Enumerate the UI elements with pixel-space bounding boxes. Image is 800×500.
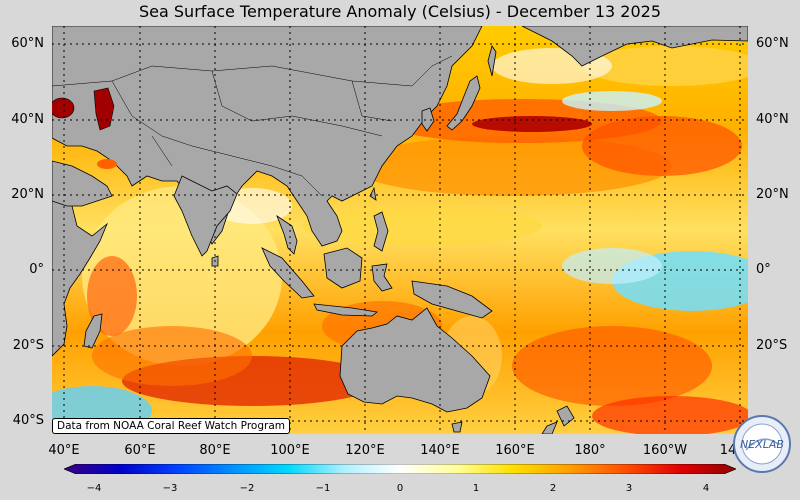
data-credit: Data from NOAA Coral Reef Watch Program [52,418,290,434]
lon-label: 180° [574,443,606,458]
colorbar-tick: 2 [549,483,557,494]
new-zealand-south [541,421,558,434]
logo-text: NEXLAB [740,438,784,451]
country-borders [52,55,453,197]
lat-label-right: 0° [756,262,771,277]
land-masses [52,26,748,434]
lat-label-right: 60°N [756,36,789,51]
sulawesi [371,263,393,292]
arabia [52,160,113,207]
japan [446,75,481,131]
lon-label: 80°E [199,443,231,458]
lon-label: 120°E [345,443,385,458]
colorbar-tick: 3 [625,483,633,494]
lon-label: 40°E [48,443,80,458]
colorbar-tick: 4 [702,483,710,494]
philippines [373,211,389,252]
australia [339,307,491,413]
taiwan [369,186,377,201]
new-guinea [411,280,493,319]
java [313,303,378,317]
colorbar-tick: 1 [472,483,480,494]
malay-peninsula [276,214,298,255]
lat-label-left: 40°N [11,112,44,127]
korea [421,107,435,132]
sst-anomaly-map [52,26,748,434]
map-canvas [52,26,748,434]
madagascar [83,313,103,349]
colorbar-tick: −4 [86,483,102,494]
colorbar-tick: −3 [162,483,178,494]
lat-label-right: 40°N [756,112,789,127]
black-sea [52,97,75,119]
africa-landmass [52,185,108,357]
lat-label-left: 40°S [12,413,44,428]
lon-label: 100°E [270,443,310,458]
lon-label: 140°E [420,443,460,458]
india [173,175,238,257]
colorbar-tick: −2 [239,483,255,494]
map-title: Sea Surface Temperature Anomaly (Celsius… [139,2,661,21]
persian-gulf [97,159,117,169]
nexlab-logo[interactable]: NEXLAB [732,414,792,474]
asia-landmass [52,26,483,247]
lon-label: 160°W [642,443,688,458]
colorbar [64,464,736,474]
lat-label-left: 20°N [11,187,44,202]
caspian-sea [93,87,115,131]
lat-label-right: 20°S [756,338,788,353]
borneo [323,247,363,289]
lon-label: 160°E [495,443,535,458]
sumatra [261,247,315,299]
lon-label: 14 [719,443,737,458]
sakhalin [487,45,497,77]
tasmania [451,421,463,433]
lat-label-left: 20°S [12,338,44,353]
colorbar-tick: −1 [315,483,331,494]
lat-label-left: 0° [29,262,44,277]
siberia-east [521,26,748,67]
lat-label-right: 20°N [756,187,789,202]
lon-label: 60°E [124,443,156,458]
colorbar-tick: 0 [396,483,404,494]
lat-label-left: 60°N [11,36,44,51]
